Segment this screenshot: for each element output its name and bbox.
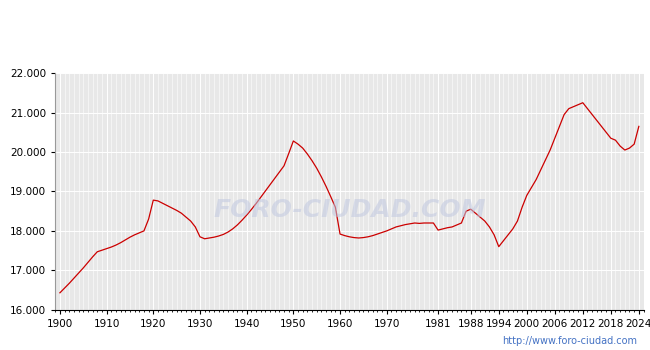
Text: Requena (Municipio) - Evolucion del numero de Habitantes: Requena (Municipio) - Evolucion del nume… — [109, 9, 541, 24]
Text: FORO-CIUDAD.COM: FORO-CIUDAD.COM — [213, 198, 486, 222]
Text: http://www.foro-ciudad.com: http://www.foro-ciudad.com — [502, 336, 637, 346]
